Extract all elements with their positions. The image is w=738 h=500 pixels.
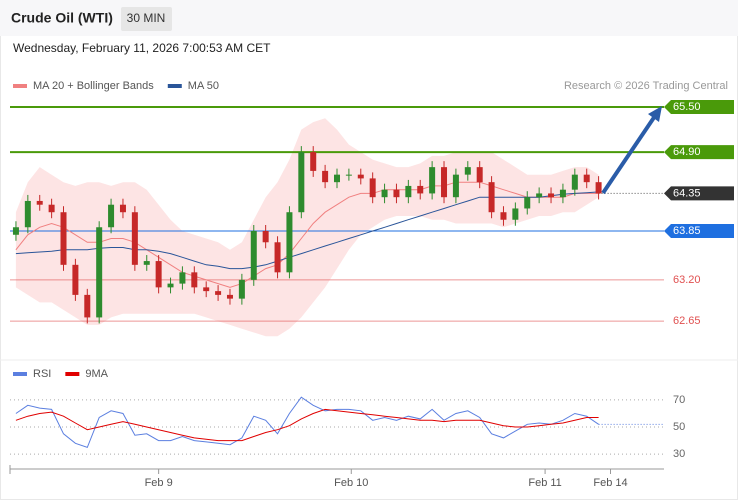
- legend-label: 9MA: [85, 368, 108, 380]
- level-tag: [664, 186, 734, 201]
- candle-body: [322, 170, 329, 183]
- legend-label: MA 20 + Bollinger Bands: [33, 80, 154, 92]
- candle-body: [571, 174, 578, 190]
- legend-swatch: [65, 372, 80, 376]
- candle-body: [48, 204, 55, 213]
- candle-body: [72, 264, 79, 295]
- candle-body: [441, 167, 448, 198]
- candle-body: [559, 189, 566, 198]
- x-tick-label: Feb 11: [528, 477, 561, 489]
- ma-line: [15, 181, 599, 288]
- candle-body: [286, 212, 293, 273]
- timeframe: 30 MIN: [127, 11, 166, 25]
- forecast-arrow: [601, 111, 659, 195]
- x-tick-label: Feb 10: [334, 477, 368, 489]
- candle-body: [536, 193, 543, 198]
- candle-body: [143, 261, 150, 265]
- timeframe-box: [121, 7, 172, 31]
- candle-body: [583, 174, 590, 183]
- candle-body: [298, 152, 305, 213]
- candle-body: [393, 189, 400, 198]
- candle-body: [274, 242, 281, 273]
- candle-body: [203, 287, 210, 292]
- candle-body: [548, 193, 555, 198]
- candle-body: [476, 167, 483, 183]
- legend-swatch: [13, 84, 27, 88]
- credit: Research © 2026 Trading Central: [564, 80, 728, 92]
- candle-body: [226, 294, 233, 299]
- y-tick-label: 50: [673, 421, 685, 433]
- title: Crude Oil (WTI): [11, 10, 113, 26]
- candle-body: [108, 204, 115, 228]
- level-label: 62.65: [673, 315, 701, 327]
- candle-body: [60, 212, 67, 265]
- indicator-line: [15, 396, 599, 449]
- candle-body: [262, 231, 269, 243]
- candle-body: [345, 174, 352, 176]
- candle-body: [524, 197, 531, 209]
- candle-body: [191, 272, 198, 288]
- level-label: 63.20: [673, 274, 701, 286]
- candle-body: [500, 212, 507, 220]
- legend-label: RSI: [33, 368, 51, 380]
- candle-body: [595, 182, 602, 194]
- x-tick-label: Feb 14: [593, 477, 627, 489]
- legend-swatch: [13, 372, 27, 376]
- candle-body: [179, 272, 186, 284]
- candle-body: [24, 200, 31, 228]
- y-tick-label: 30: [673, 448, 685, 460]
- candle-body: [512, 208, 519, 220]
- candle-body: [381, 189, 388, 198]
- candle-body: [357, 174, 364, 179]
- candle-body: [167, 283, 174, 288]
- candle-body: [429, 167, 436, 194]
- candle-body: [155, 261, 162, 288]
- level-tag: [664, 100, 734, 115]
- level-label: 64.90: [673, 146, 701, 158]
- candle-body: [119, 204, 126, 213]
- level-label: 64.35: [673, 187, 701, 199]
- level-tag: [664, 224, 734, 239]
- datetime: Wednesday, February 11, 2026 7:00:53 AM …: [13, 41, 271, 55]
- candle-body: [405, 185, 412, 198]
- candle-body: [215, 291, 222, 295]
- candle-body: [36, 200, 43, 205]
- y-tick-label: 70: [673, 394, 685, 406]
- candle-body: [334, 174, 340, 183]
- forecast-arrowhead: [648, 106, 662, 122]
- candle-body: [250, 231, 257, 280]
- candle-body: [464, 167, 471, 175]
- candle-body: [369, 178, 376, 198]
- candle-body: [12, 227, 19, 235]
- legend-swatch: [167, 84, 182, 88]
- level-tag: [664, 145, 734, 160]
- candle-body: [131, 212, 138, 265]
- candle-body: [452, 174, 459, 198]
- indicator-line: [15, 408, 599, 442]
- candle-body: [96, 227, 103, 318]
- candle-body: [417, 185, 424, 194]
- candle-body: [84, 294, 91, 318]
- candle-body: [238, 279, 245, 299]
- x-tick-label: Feb 9: [145, 477, 173, 489]
- level-label: 63.85: [673, 225, 701, 237]
- level-label: 65.50: [673, 101, 701, 113]
- legend-label: MA 50: [188, 80, 219, 92]
- candle-body: [310, 152, 317, 171]
- candle-body: [488, 182, 495, 213]
- ma-line: [15, 191, 599, 270]
